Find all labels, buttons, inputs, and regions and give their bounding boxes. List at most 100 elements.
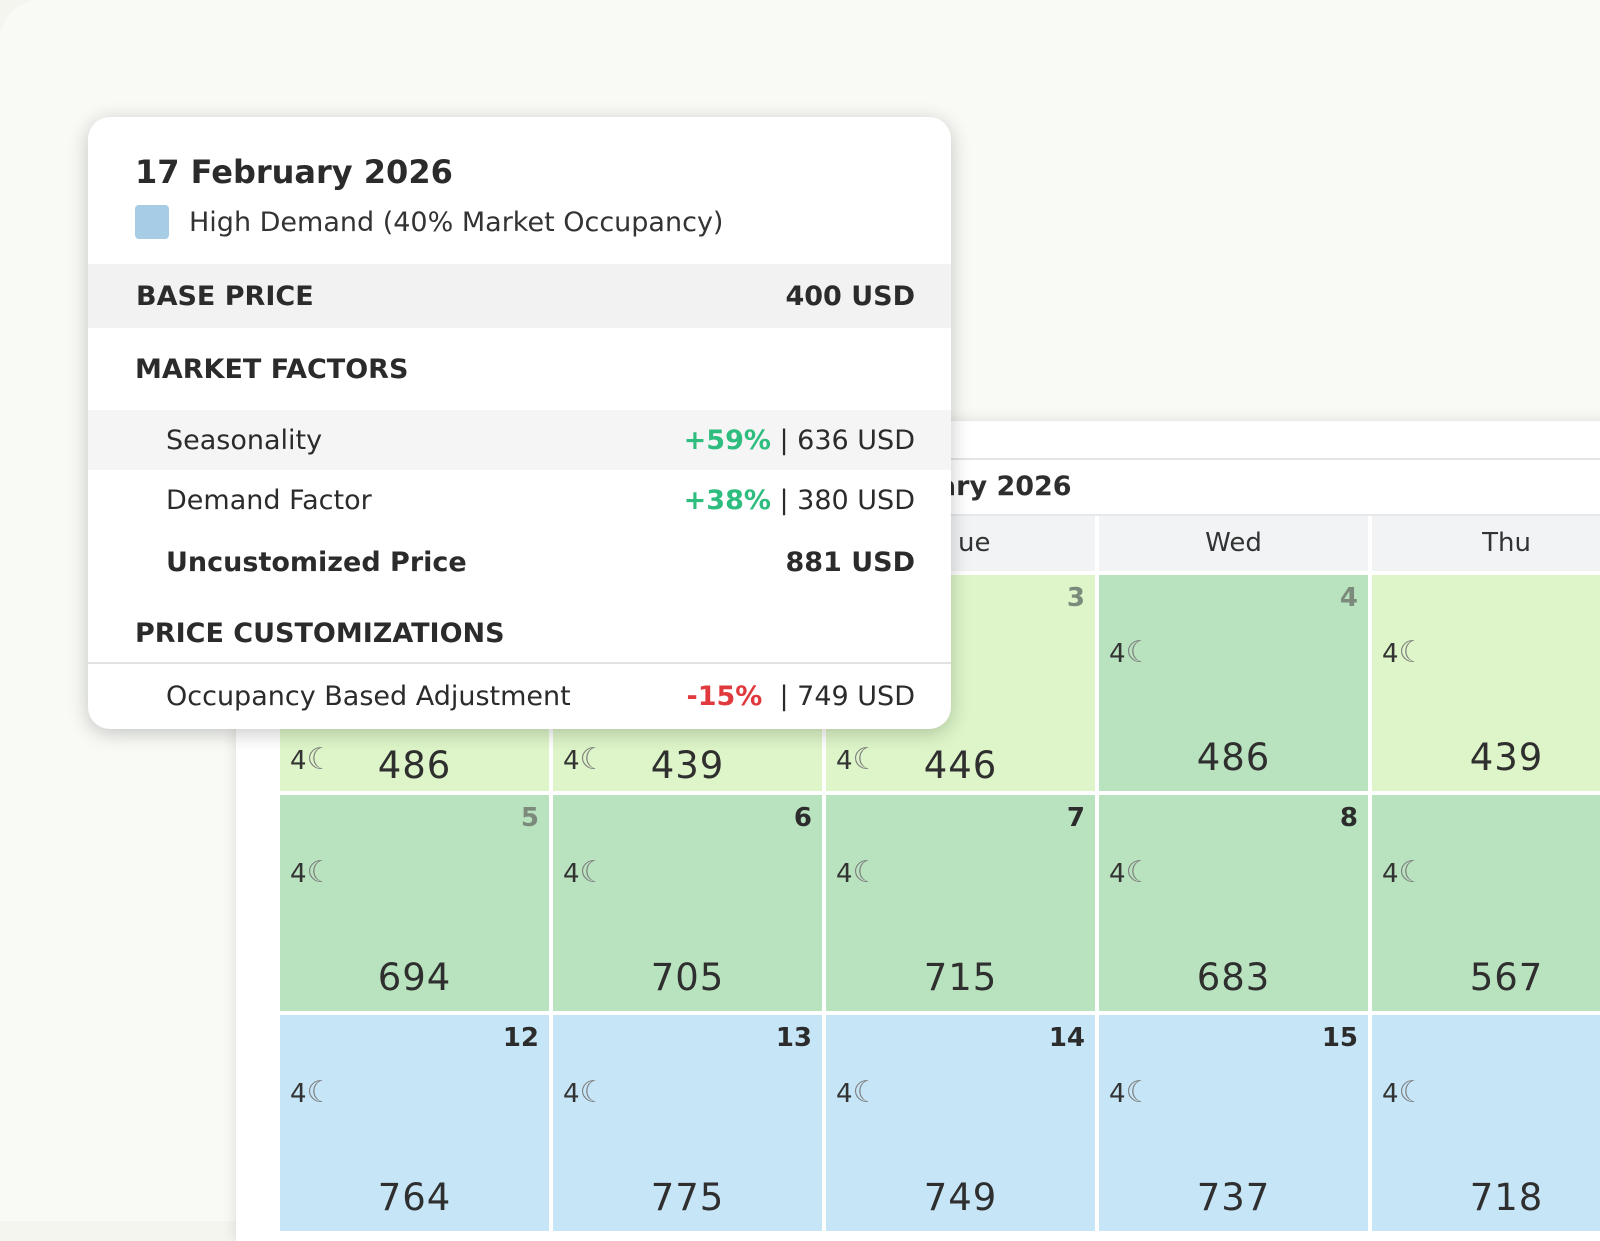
day-price: 775 [650,1176,725,1219]
nights: 4☾ [1109,1075,1152,1110]
nights: 4☾ [836,1075,879,1110]
nights-count: 4 [563,1079,580,1109]
day-number: 7 [1066,803,1085,833]
day-price: 694 [377,956,452,999]
seasonality-label: Seasonality [166,424,323,456]
moon-icon: ☾ [1125,1075,1153,1110]
day-number: 13 [775,1023,812,1053]
nights: 4☾ [1382,635,1425,670]
calendar-day-cell[interactable]: 4☾ 567 [1372,795,1600,1011]
moon-icon: ☾ [1398,1075,1426,1110]
base-price-value: 400 USD [785,280,915,312]
nights: 4☾ [836,855,879,890]
customizations-label: PRICE CUSTOMIZATIONS [135,617,505,649]
moon-icon: ☾ [579,855,607,890]
calendar-day-cell[interactable]: 4 4☾ 486 [1099,575,1368,791]
market-factors-heading: MARKET FACTORS [88,339,951,399]
moon-icon: ☾ [306,855,334,890]
day-number: 4 [1339,583,1358,613]
day-number: 14 [1048,1023,1085,1053]
nights-count: 4 [836,746,853,776]
base-price-row: BASE PRICE 400 USD [88,264,951,328]
weekday-wed: Wed [1099,516,1372,571]
calendar-day-cell[interactable]: 5 4☾ 694 [280,795,549,1011]
calendar-day-cell[interactable]: 7 4☾ 715 [826,795,1095,1011]
calendar-day-cell[interactable]: 4☾ 718 [1372,1015,1600,1231]
moon-icon: ☾ [1398,855,1426,890]
tooltip-date: 17 February 2026 [135,153,453,191]
occupancy-pct: -15% [686,680,763,712]
calendar-week-row: 12 4☾ 764 13 4☾ 775 14 4☾ 749 15 4☾ 737 4☾ … [280,1015,1600,1231]
day-price: 439 [650,744,725,787]
nights-count: 4 [290,746,307,776]
market-factors-label: MARKET FACTORS [135,353,409,385]
calendar-day-cell[interactable]: 12 4☾ 764 [280,1015,549,1231]
price-breakdown-tooltip: 17 February 2026 High Demand (40% Market… [88,117,951,729]
demand-factor-row: Demand Factor +38% | 380 USD [88,470,951,530]
day-price: 737 [1196,1176,1271,1219]
nights-count: 4 [563,859,580,889]
day-price: 683 [1196,956,1271,999]
nights: 4☾ [290,855,333,890]
day-price: 486 [377,744,452,787]
nights: 4☾ [1109,635,1152,670]
occupancy-label: Occupancy Based Adjustment [166,680,571,712]
nights: 4☾ [290,1075,333,1110]
seasonality-value: | 636 USD [779,424,916,456]
nights-count: 4 [563,746,580,776]
calendar-day-cell[interactable]: 4☾ 439 [1372,575,1600,791]
day-number: 8 [1339,803,1358,833]
moon-icon: ☾ [852,742,880,777]
day-price: 715 [923,956,998,999]
day-price: 486 [1196,736,1271,779]
day-price: 705 [650,956,725,999]
day-price: 439 [1469,736,1544,779]
nights-count: 4 [1109,639,1126,669]
demand-legend: High Demand (40% Market Occupancy) [135,205,723,239]
moon-icon: ☾ [306,1075,334,1110]
seasonality-row: Seasonality +59% | 636 USD [88,410,951,470]
day-number: 5 [520,803,539,833]
day-price: 764 [377,1176,452,1219]
moon-icon: ☾ [579,1075,607,1110]
moon-icon: ☾ [579,742,607,777]
uncustomized-price-row: Uncustomized Price 881 USD [88,532,951,592]
moon-icon: ☾ [1125,635,1153,670]
nights-count: 4 [1382,1079,1399,1109]
day-number: 12 [502,1023,539,1053]
nights: 4☾ [563,855,606,890]
moon-icon: ☾ [1398,635,1426,670]
calendar-week-row: 5 4☾ 694 6 4☾ 705 7 4☾ 715 8 4☾ 683 4☾ 567 [280,795,1600,1011]
day-number: 6 [793,803,812,833]
nights-count: 4 [1109,1079,1126,1109]
nights: 4☾ [563,742,606,777]
occupancy-adjustment-row: Occupancy Based Adjustment -15% | 749 USD [88,666,951,726]
weekday-thu: Thu [1372,516,1600,571]
day-number: 3 [1066,583,1085,613]
calendar-day-cell[interactable]: 8 4☾ 683 [1099,795,1368,1011]
moon-icon: ☾ [852,1075,880,1110]
day-price: 446 [923,744,998,787]
base-price-label: BASE PRICE [136,280,314,312]
uncustomized-value: 881 USD [785,546,915,578]
day-price: 567 [1469,956,1544,999]
seasonality-pct: +59% [683,424,771,456]
calendar-day-cell[interactable]: 15 4☾ 737 [1099,1015,1368,1231]
moon-icon: ☾ [852,855,880,890]
demand-legend-text: High Demand (40% Market Occupancy) [189,206,724,238]
nights: 4☾ [836,742,879,777]
day-price: 718 [1469,1176,1544,1219]
moon-icon: ☾ [1125,855,1153,890]
nights-count: 4 [1109,859,1126,889]
calendar-day-cell[interactable]: 14 4☾ 749 [826,1015,1095,1231]
demand-label: Demand Factor [166,484,372,516]
nights: 4☾ [1382,1075,1425,1110]
price-customizations-heading: PRICE CUSTOMIZATIONS [88,604,951,664]
calendar-day-cell[interactable]: 13 4☾ 775 [553,1015,822,1231]
nights: 4☾ [563,1075,606,1110]
calendar-day-cell[interactable]: 6 4☾ 705 [553,795,822,1011]
demand-value: | 380 USD [779,484,916,516]
weekday-tue-partial: ue [826,516,1099,571]
nights: 4☾ [1109,855,1152,890]
nights-count: 4 [836,1079,853,1109]
